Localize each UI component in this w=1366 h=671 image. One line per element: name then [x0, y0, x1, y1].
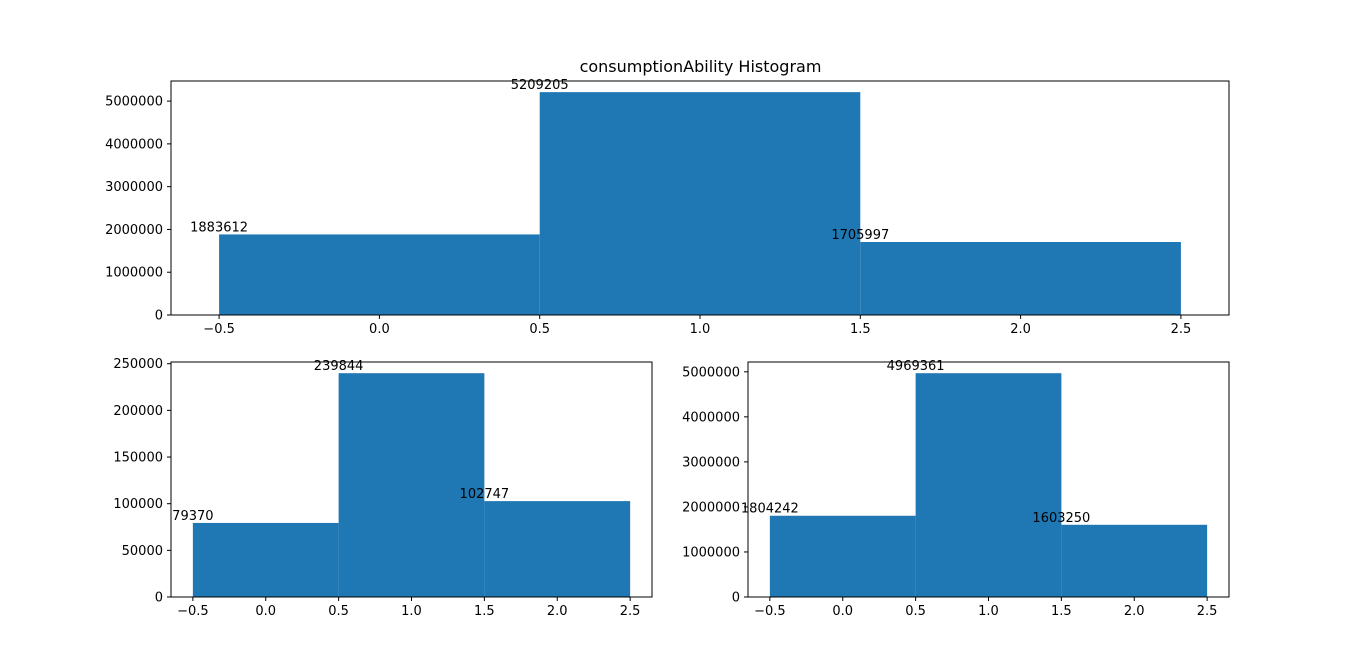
x-tick-label: 1.0 [401, 604, 422, 619]
histogram-bar [539, 92, 861, 315]
y-tick-label: 2000000 [682, 500, 740, 515]
y-tick-label: 4000000 [105, 137, 163, 152]
x-tick-label: 2.0 [1124, 604, 1145, 619]
histogram-panel-top: −0.5 0.0 0.5 1.0 1.5 2.0 2.5 0 1000000 2000000 300… [105, 78, 1230, 337]
x-tick-label: 2.0 [547, 604, 568, 619]
y-tick-label: 5000000 [105, 95, 163, 110]
y-tick-label: 3000000 [682, 455, 740, 470]
x-tick-label: 0.0 [369, 322, 390, 337]
chart-title: consumptionAbility Histogram [580, 57, 822, 76]
x-tick-label: 2.5 [1171, 322, 1192, 337]
x-tick-label: 2.5 [1197, 604, 1218, 619]
x-tick-label: 1.0 [690, 322, 711, 337]
x-tick-label: 0.0 [255, 604, 276, 619]
bar-value-label: 79370 [172, 509, 213, 524]
y-tick-label: 250000 [113, 357, 163, 372]
histogram-panel-bottom-right: −0.5 0.0 0.5 1.0 1.5 2.0 2.5 0 1000000 2000000 300… [682, 359, 1230, 619]
y-tick-label: 3000000 [105, 180, 163, 195]
x-tick-label: 1.5 [850, 322, 871, 337]
histogram-bar [219, 234, 540, 315]
y-tick-label: 200000 [113, 404, 163, 419]
bar-value-label: 239844 [314, 359, 364, 374]
histogram-bar [915, 373, 1062, 597]
histogram-bar [338, 373, 485, 597]
y-tick-label: 1000000 [682, 545, 740, 560]
bar-value-label: 1883612 [190, 220, 248, 235]
y-tick-label: 0 [155, 591, 163, 606]
bar-value-label: 1705997 [831, 228, 889, 243]
x-tick-label: −0.5 [754, 604, 786, 619]
x-tick-label: 0.5 [529, 322, 550, 337]
y-tick-label: 2000000 [105, 223, 163, 238]
x-tick-label: 2.5 [620, 604, 641, 619]
y-tick-label: 0 [155, 309, 163, 324]
bar-value-label: 102747 [460, 487, 510, 502]
x-tick-label: 0.5 [905, 604, 926, 619]
histogram-bar [769, 515, 916, 597]
histogram-bar [1061, 524, 1208, 597]
y-tick-label: 50000 [122, 544, 163, 559]
histogram-panel-bottom-left: −0.5 0.0 0.5 1.0 1.5 2.0 2.5 0 50000 100000 150000… [113, 357, 653, 619]
x-tick-label: −0.5 [177, 604, 209, 619]
y-tick-label: 0 [732, 591, 740, 606]
x-tick-label: 0.0 [832, 604, 853, 619]
histogram-bar [484, 501, 631, 597]
bar-value-label: 5209205 [511, 78, 569, 93]
y-tick-label: 100000 [113, 497, 163, 512]
histogram-bar [192, 522, 339, 597]
histogram-bar [860, 242, 1181, 315]
x-tick-label: 1.5 [474, 604, 495, 619]
x-tick-label: 2.0 [1010, 322, 1031, 337]
bar-value-label: 1804242 [741, 502, 799, 517]
x-tick-label: 1.5 [1051, 604, 1072, 619]
bar-value-label: 1603250 [1032, 511, 1090, 526]
y-tick-label: 150000 [113, 451, 163, 466]
y-tick-label: 1000000 [105, 266, 163, 281]
x-tick-label: 1.0 [978, 604, 999, 619]
y-tick-label: 5000000 [682, 365, 740, 380]
y-tick-label: 4000000 [682, 410, 740, 425]
x-tick-label: 0.5 [328, 604, 349, 619]
bar-value-label: 4969361 [887, 359, 945, 374]
x-tick-label: −0.5 [203, 322, 235, 337]
